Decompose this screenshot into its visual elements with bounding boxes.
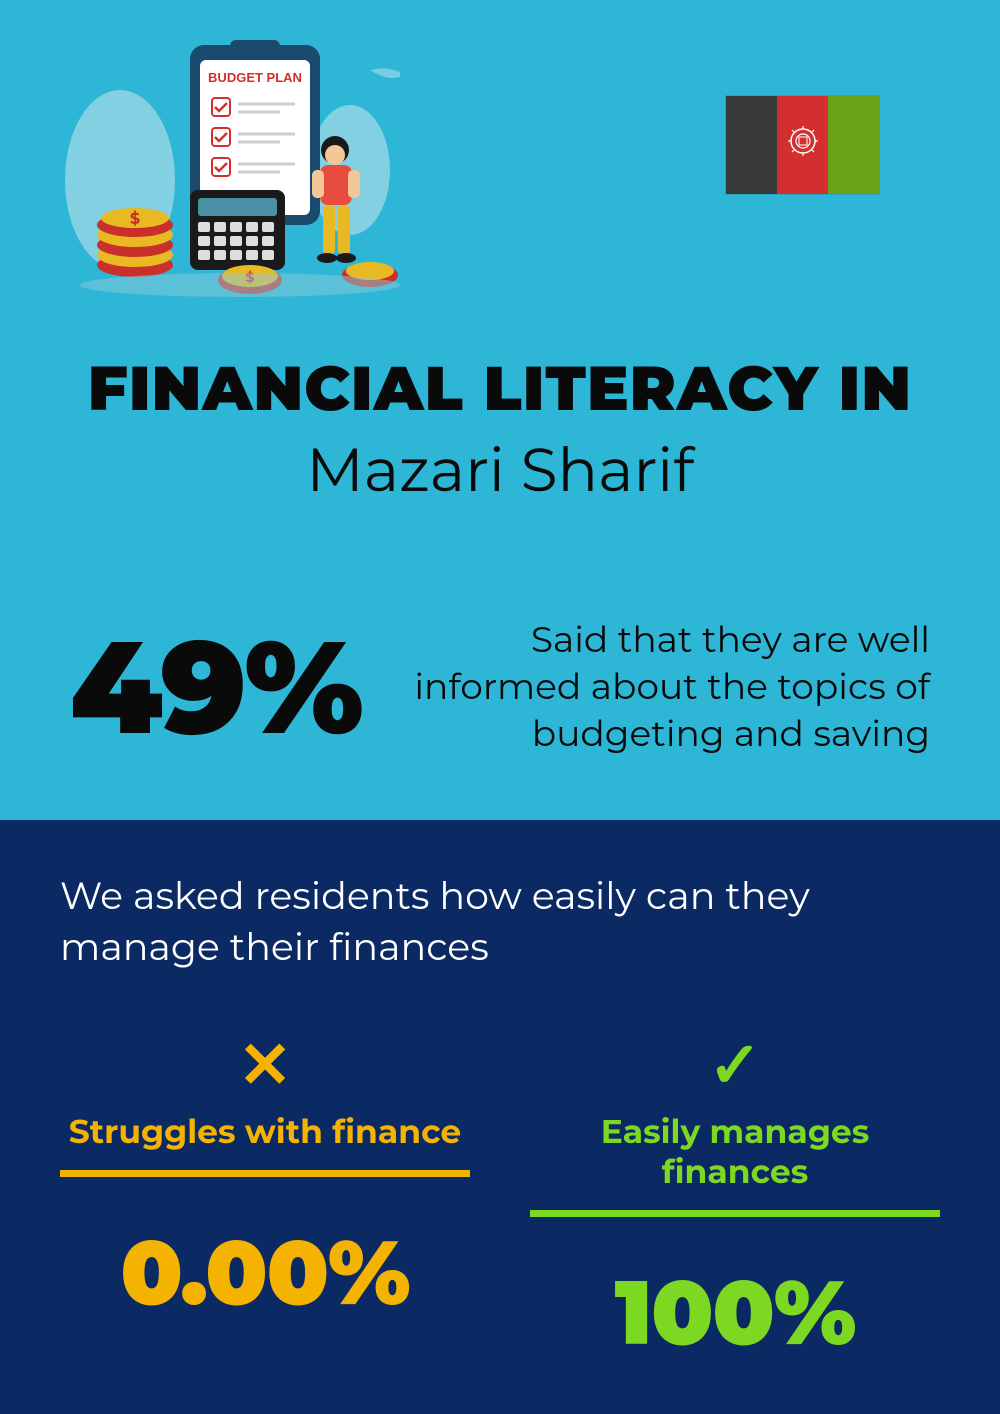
svg-text:BUDGET PLAN: BUDGET PLAN xyxy=(208,70,302,85)
title-block: FINANCIAL LITERACY IN Mazari Sharif xyxy=(60,350,940,507)
result-manages-rule xyxy=(530,1210,940,1217)
top-section: BUDGET PLAN xyxy=(0,0,1000,820)
survey-question: We asked residents how easily can they m… xyxy=(60,870,940,973)
main-stat-percent: 49% xyxy=(70,622,362,752)
cross-icon: ✕ xyxy=(60,1033,470,1097)
result-struggles-label: Struggles with finance xyxy=(60,1112,470,1152)
flag-emblem-icon xyxy=(785,123,821,167)
bottom-section: We asked residents how easily can they m… xyxy=(0,820,1000,1414)
result-manages: ✓ Easily manages finances 100% xyxy=(530,1033,940,1367)
main-stat-description: Said that they are well informed about t… xyxy=(392,617,930,757)
result-struggles-value: 0.00% xyxy=(60,1217,470,1327)
main-stat-row: 49% Said that they are well informed abo… xyxy=(60,617,940,757)
svg-text:$: $ xyxy=(130,210,140,229)
result-struggles-rule xyxy=(60,1170,470,1177)
result-manages-value: 100% xyxy=(530,1257,940,1367)
flag-stripe-green xyxy=(828,96,879,194)
results-row: ✕ Struggles with finance 0.00% ✓ Easily … xyxy=(60,1033,940,1367)
title-location: Mazari Sharif xyxy=(60,434,940,507)
afghanistan-flag-icon xyxy=(725,95,880,195)
flag-stripe-black xyxy=(726,96,777,194)
result-struggles: ✕ Struggles with finance 0.00% xyxy=(60,1033,470,1367)
budget-illustration: BUDGET PLAN xyxy=(60,30,400,300)
result-manages-label: Easily manages finances xyxy=(530,1112,940,1192)
header-row: BUDGET PLAN xyxy=(60,30,940,300)
check-icon: ✓ xyxy=(530,1033,940,1097)
title-main: FINANCIAL LITERACY IN xyxy=(60,350,940,426)
